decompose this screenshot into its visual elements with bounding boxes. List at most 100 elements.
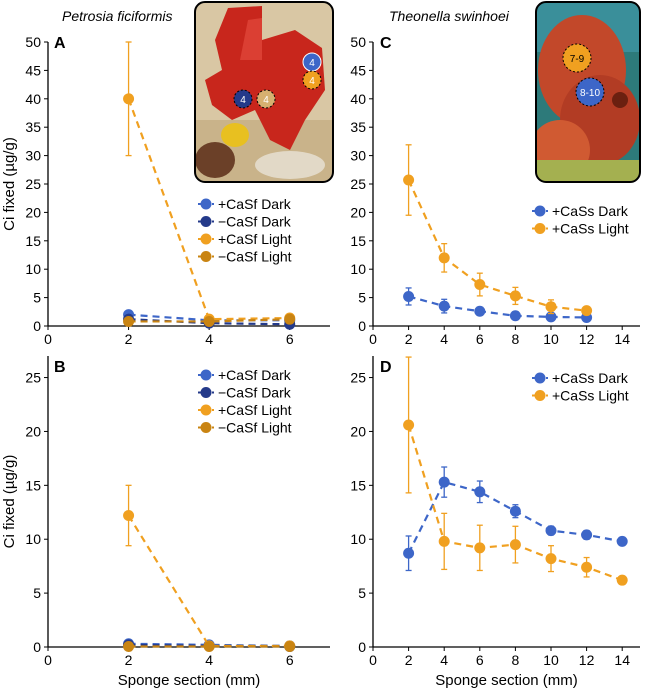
y-tick-label: 30 — [350, 148, 366, 164]
y-tick-label: 10 — [350, 531, 366, 547]
x-tick-label: 8 — [512, 331, 520, 347]
series-cassdark — [403, 466, 628, 572]
y-tick-label: 20 — [350, 204, 366, 220]
legend-label: +CaSs Light — [552, 388, 629, 404]
legend-entry: −CaSf Light — [198, 420, 292, 436]
series-casflight — [123, 313, 296, 327]
series-casslight — [403, 144, 593, 317]
x-tick-label: 2 — [125, 331, 133, 347]
series-casflight — [123, 640, 296, 652]
y-tick-label: 40 — [25, 91, 41, 107]
legend-label: +CaSs Light — [552, 221, 629, 237]
legend-label: +CaSf Dark — [218, 196, 292, 212]
photo-label: 7-9 — [570, 54, 585, 65]
legend-marker — [200, 251, 212, 262]
legend-entry: +CaSf Dark — [198, 367, 292, 383]
x-tick-label: 0 — [369, 331, 377, 347]
y-tick-label: 45 — [350, 62, 366, 78]
y-tick-label: 35 — [25, 119, 41, 135]
x-tick-label: 6 — [476, 331, 484, 347]
y-tick-label: 25 — [25, 370, 41, 386]
x-tick-label: 0 — [44, 331, 52, 347]
x-tick-label: 4 — [205, 652, 213, 668]
data-point — [616, 535, 628, 547]
x-tick-label: 4 — [440, 331, 448, 347]
x-tick-label: 2 — [405, 652, 413, 668]
x-tick-label: 0 — [44, 652, 52, 668]
legend-entry: +CaSf Light — [198, 231, 292, 247]
legend-marker — [200, 216, 212, 227]
sponge-photo-petrosia: 4 4 4 4 — [194, 1, 334, 183]
data-point — [509, 539, 521, 551]
legend-entry: +CaSs Light — [532, 221, 629, 237]
y-tick-label: 15 — [350, 477, 366, 493]
data-point — [403, 174, 415, 186]
y-tick-label: 5 — [358, 290, 366, 306]
legend-entry: +CaSf Light — [198, 402, 292, 418]
legend-entry: +CaSf Dark — [198, 196, 292, 212]
legend-label: +CaSf Light — [218, 231, 292, 247]
x-tick-label: 2 — [125, 652, 133, 668]
x-tick-label: 10 — [543, 652, 559, 668]
y-tick-label: 5 — [33, 290, 41, 306]
species-title-right: Theonella swinhoei — [389, 8, 510, 24]
photo-label: 4 — [263, 95, 269, 106]
y-tick-label: 15 — [350, 233, 366, 249]
photo-label: 4 — [240, 95, 246, 106]
series-line — [127, 514, 290, 648]
series-line — [407, 179, 587, 312]
photo-label: 4 — [309, 76, 315, 87]
legend-entry: −CaSf Dark — [198, 214, 292, 230]
data-point — [438, 476, 450, 488]
y-tick-label: 0 — [33, 639, 41, 655]
x-tick-label: 6 — [286, 652, 294, 668]
legend-label: +CaSf Dark — [218, 367, 292, 383]
y-tick-label: 40 — [350, 91, 366, 107]
data-point — [509, 290, 521, 302]
data-point — [474, 305, 486, 317]
data-point — [403, 419, 415, 431]
panel-letter: A — [54, 35, 66, 52]
panel-d: 0 2 4 6 8 10 12 14 0 5 10 15 20 25 D Sponge section (mm… — [350, 356, 640, 689]
panel-letter: D — [380, 359, 392, 376]
legend-label: −CaSf Dark — [218, 214, 292, 230]
legend-entry: +CaSs Dark — [532, 203, 629, 219]
data-point — [581, 305, 593, 317]
legend-marker — [200, 369, 212, 381]
legend-marker — [534, 372, 546, 384]
y-tick-label: 50 — [350, 34, 366, 50]
legend-label: −CaSf Dark — [218, 385, 292, 401]
data-point — [545, 525, 557, 537]
data-point — [545, 553, 557, 565]
legend-label: +CaSs Dark — [552, 370, 629, 386]
legend-label: −CaSf Light — [218, 420, 292, 436]
y-tick-label: 0 — [358, 318, 366, 334]
legend-marker — [200, 422, 212, 433]
data-point — [438, 535, 450, 547]
photo-label: 8-10 — [580, 88, 600, 99]
x-axis-label: Sponge section (mm) — [118, 672, 261, 689]
data-point — [123, 93, 135, 105]
data-point — [474, 486, 486, 498]
data-point — [123, 640, 135, 652]
series-casflight — [123, 484, 296, 652]
series-line — [408, 295, 587, 319]
x-tick-label: 14 — [614, 652, 630, 668]
y-tick-label: 10 — [25, 531, 41, 547]
legend-marker — [534, 390, 546, 401]
panel-a: 0 2 4 6 0 5 10 15 20 25 30 35 40 45 50 A Ci fixed (µg/g)… — [1, 34, 330, 347]
y-tick-label: 30 — [25, 148, 41, 164]
legend-marker — [200, 404, 212, 416]
legend-entry: +CaSs Light — [532, 388, 629, 404]
data-point — [403, 290, 415, 302]
x-tick-label: 4 — [205, 331, 213, 347]
y-tick-label: 0 — [358, 639, 366, 655]
y-tick-label: 15 — [25, 233, 41, 249]
x-tick-label: 10 — [543, 331, 559, 347]
data-point — [438, 252, 450, 264]
sponge-photo-theonella: 7-9 8-10 — [535, 1, 641, 183]
x-tick-label: 6 — [476, 652, 484, 668]
data-point — [509, 310, 521, 322]
